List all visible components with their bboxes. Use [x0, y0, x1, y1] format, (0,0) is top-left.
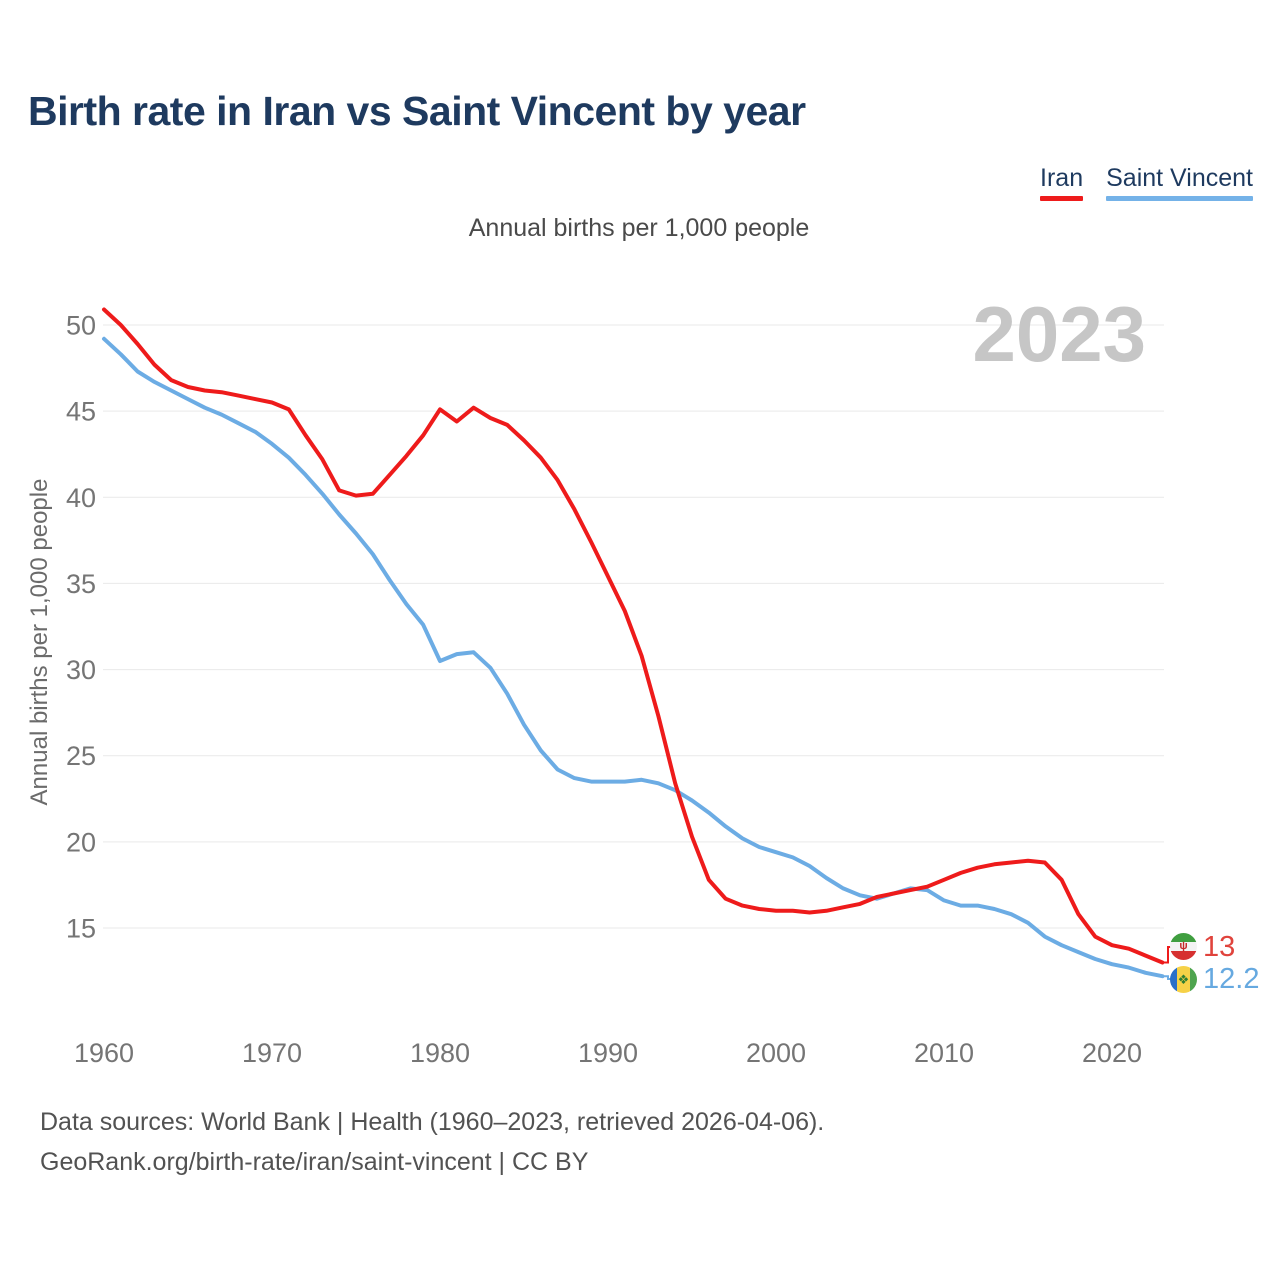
- chart-title: Birth rate in Iran vs Saint Vincent by y…: [28, 88, 806, 134]
- legend-label-saint-vincent: Saint Vincent: [1106, 164, 1253, 192]
- iran-flag-emblem: ψ: [1179, 940, 1188, 952]
- end-label-connectors: [1162, 946, 1171, 980]
- legend-item-iran[interactable]: Iran: [1040, 164, 1084, 201]
- y-tick-label-15: 15: [66, 914, 96, 944]
- y-tick-label-25: 25: [66, 741, 96, 771]
- iran-connector-line: [1162, 946, 1171, 964]
- data-series: [102, 307, 1165, 979]
- gridlines: 15 20 25 30 35 40 45 50: [66, 310, 1164, 944]
- y-tick-label-20: 20: [66, 827, 96, 857]
- x-tick-label-2010: 2010: [914, 1038, 974, 1068]
- x-tick-label-2020: 2020: [1082, 1038, 1142, 1068]
- series-line-saint-vincent: [102, 336, 1165, 979]
- x-tick-label-1960: 1960: [74, 1038, 134, 1068]
- footer-data-sources: Data sources: World Bank | Health (1960–…: [40, 1108, 825, 1136]
- x-tick-label-2000: 2000: [746, 1038, 806, 1068]
- legend-item-saint-vincent[interactable]: Saint Vincent: [1106, 164, 1253, 201]
- footer-attribution: GeoRank.org/birth-rate/iran/saint-vincen…: [40, 1148, 589, 1176]
- y-tick-label-50: 50: [66, 310, 96, 340]
- x-tick-label-1990: 1990: [578, 1038, 638, 1068]
- x-tick-label-1980: 1980: [410, 1038, 470, 1068]
- legend-swatch-iran: [1040, 196, 1084, 201]
- y-tick-label-35: 35: [66, 569, 96, 599]
- x-axis-ticks: 1960 1970 1980 1990 2000 2010 2020: [74, 1038, 1142, 1068]
- saint-vincent-connector-line: [1162, 975, 1171, 980]
- series-line-iran: [102, 307, 1165, 965]
- y-tick-label-30: 30: [66, 655, 96, 685]
- legend-swatch-saint-vincent: [1106, 196, 1253, 201]
- saint-vincent-end-value-label: 12.2: [1203, 963, 1260, 995]
- iran-end-value-label: 13: [1203, 931, 1236, 963]
- legend: Iran Saint Vincent: [1040, 164, 1253, 201]
- saint-vincent-flag-icon: ❖: [1170, 966, 1197, 993]
- watermark-year: 2023: [972, 290, 1146, 378]
- footer: Data sources: World Bank | Health (1960–…: [40, 1102, 824, 1182]
- y-axis-title: Annual births per 1,000 people: [26, 479, 53, 806]
- iran-flag-icon: ψ: [1170, 933, 1197, 960]
- x-tick-label-1970: 1970: [242, 1038, 302, 1068]
- saint-vincent-flag-diamonds: ❖: [1177, 972, 1190, 987]
- chart-subtitle: Annual births per 1,000 people: [468, 214, 810, 242]
- y-tick-label-45: 45: [66, 397, 96, 427]
- legend-label-iran: Iran: [1040, 164, 1084, 192]
- y-tick-label-40: 40: [66, 483, 96, 513]
